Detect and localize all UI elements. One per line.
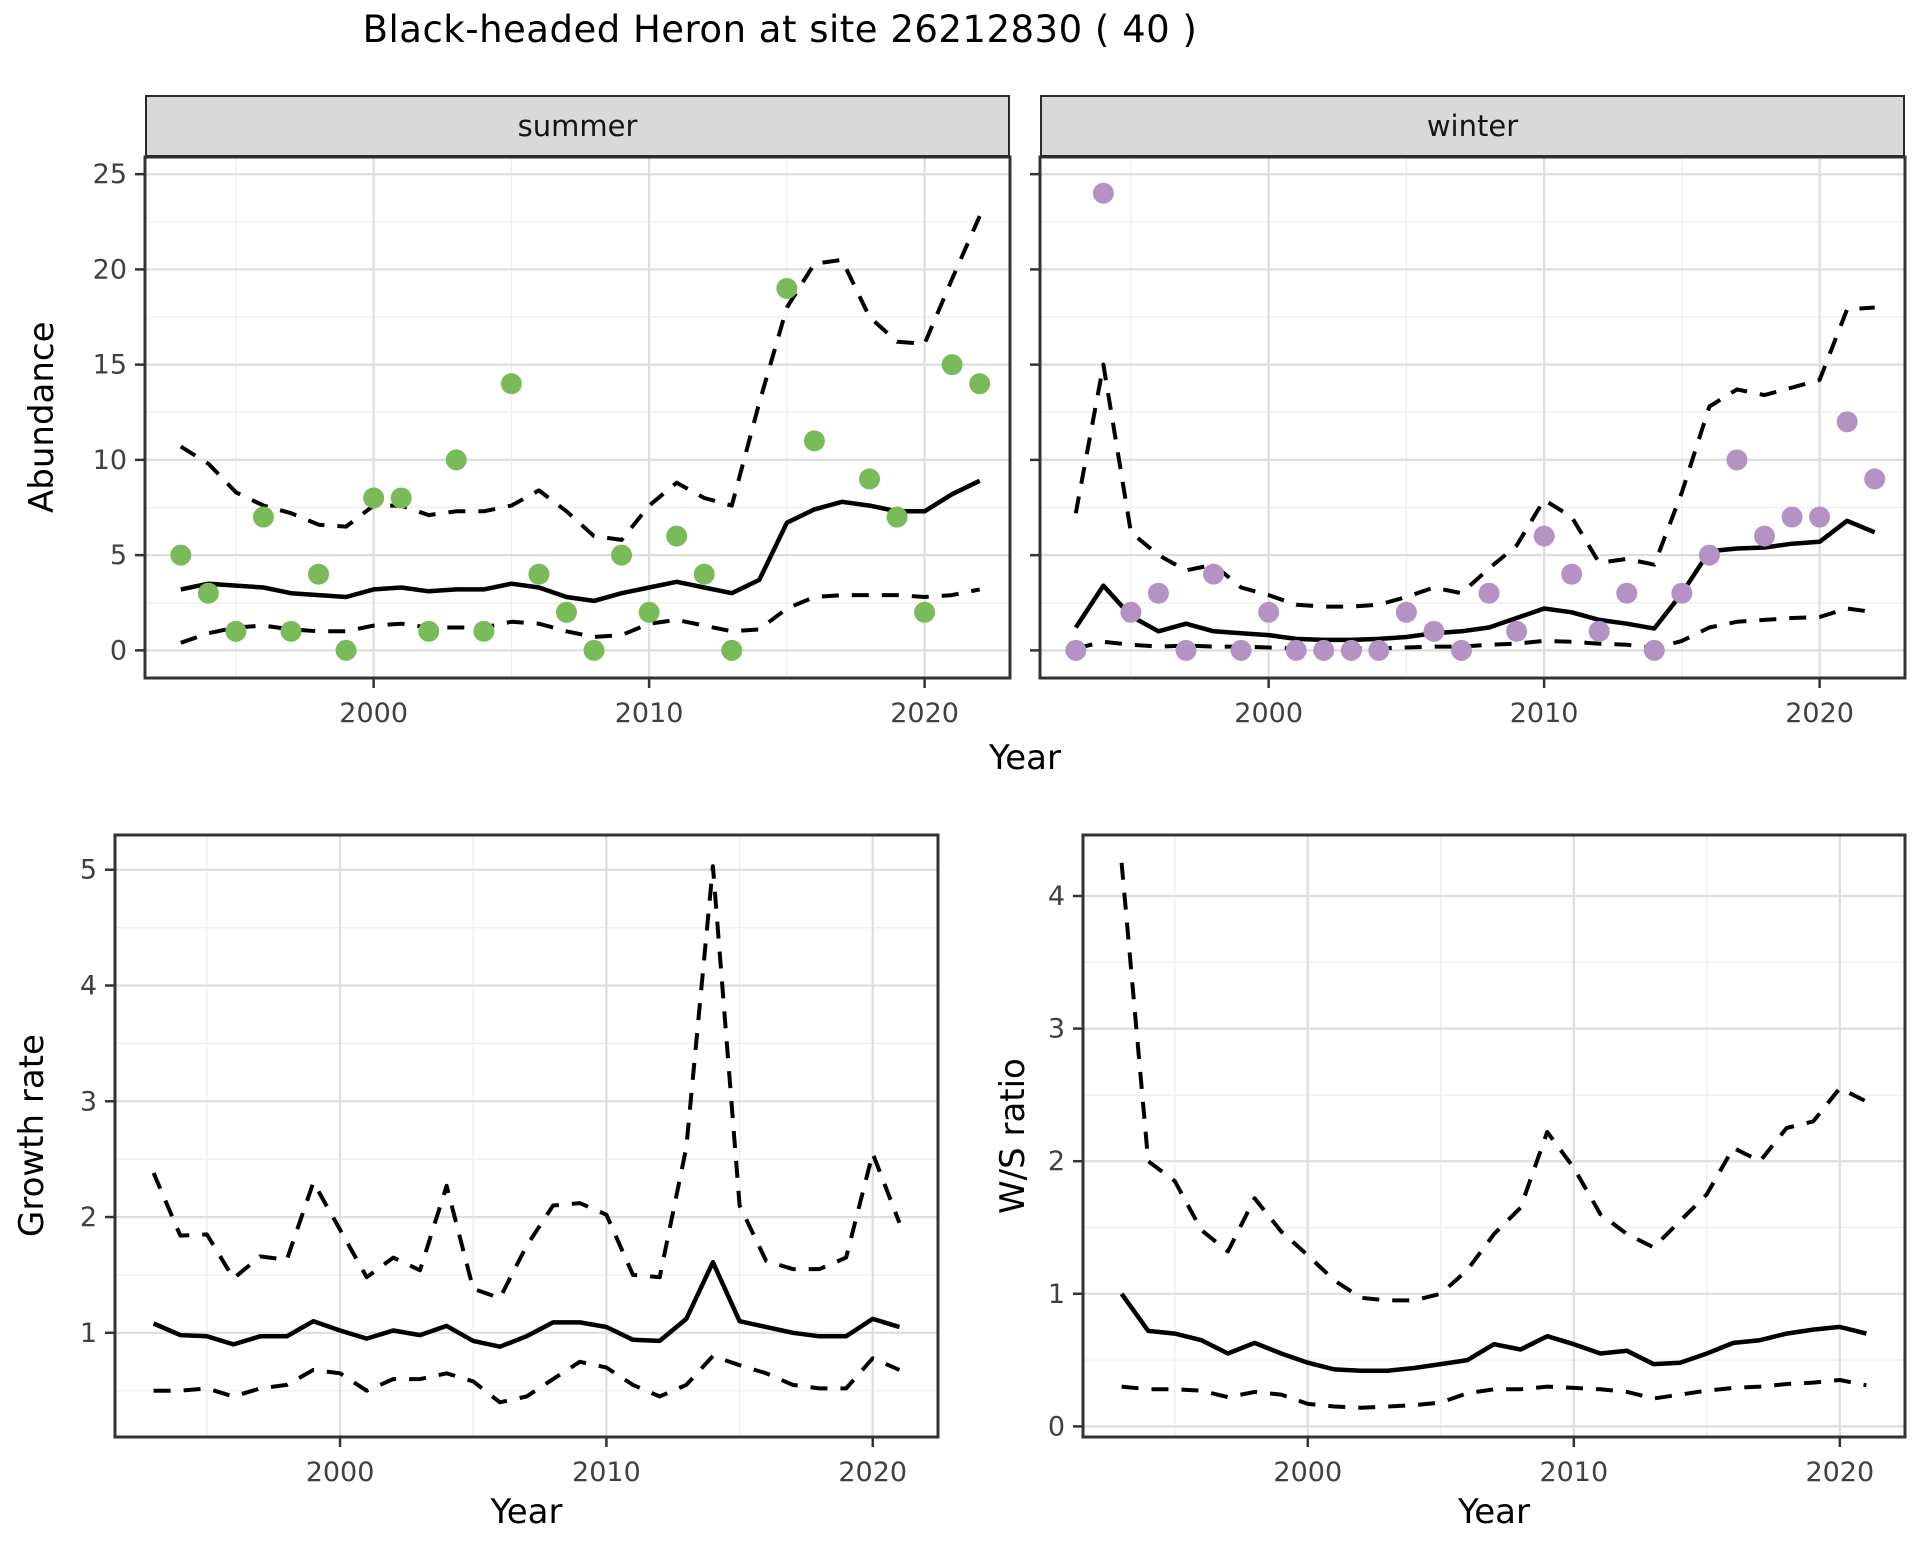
svg-text:2010: 2010 — [1539, 1457, 1608, 1488]
svg-text:4: 4 — [1048, 881, 1065, 912]
svg-text:2010: 2010 — [615, 698, 684, 729]
svg-text:2010: 2010 — [1510, 698, 1579, 729]
y-axis-title-abundance: Abundance — [22, 321, 62, 514]
svg-text:3: 3 — [80, 1086, 97, 1117]
facet-strip-winter: winter — [1040, 95, 1905, 157]
svg-text:2000: 2000 — [306, 1457, 375, 1488]
y-axis-title-growth-rate: Growth rate — [12, 1034, 52, 1238]
svg-text:4: 4 — [80, 971, 97, 1002]
svg-text:1: 1 — [1048, 1279, 1065, 1310]
facet-strip-summer-label: summer — [517, 109, 638, 143]
svg-text:0: 0 — [110, 635, 127, 666]
x-axis-title-year-bottom-right: Year — [1458, 1492, 1530, 1532]
svg-text:20: 20 — [93, 254, 127, 285]
svg-text:2020: 2020 — [838, 1457, 907, 1488]
chart-title: Black-headed Heron at site 26212830 ( 40… — [362, 8, 1198, 51]
svg-text:2000: 2000 — [339, 698, 408, 729]
svg-text:2: 2 — [80, 1202, 97, 1233]
svg-text:5: 5 — [80, 855, 97, 886]
svg-text:5: 5 — [110, 540, 127, 571]
svg-text:2020: 2020 — [890, 698, 959, 729]
svg-text:2020: 2020 — [1785, 698, 1854, 729]
facet-strip-summer: summer — [145, 95, 1010, 157]
y-axis-title-ws-ratio: W/S ratio — [993, 1058, 1033, 1214]
svg-text:2010: 2010 — [572, 1457, 641, 1488]
svg-text:25: 25 — [93, 159, 127, 190]
svg-text:2020: 2020 — [1805, 1457, 1874, 1488]
svg-text:3: 3 — [1048, 1014, 1065, 1045]
svg-text:2: 2 — [1048, 1146, 1065, 1177]
svg-text:1: 1 — [80, 1318, 97, 1349]
svg-text:2000: 2000 — [1234, 698, 1303, 729]
svg-text:15: 15 — [93, 350, 127, 381]
svg-text:10: 10 — [93, 445, 127, 476]
x-axis-title-year-bottom-left: Year — [490, 1492, 563, 1532]
facet-strip-winter-label: winter — [1426, 109, 1519, 143]
svg-text:0: 0 — [1048, 1411, 1065, 1442]
x-axis-title-year-top: Year — [989, 738, 1061, 778]
svg-text:2000: 2000 — [1273, 1457, 1342, 1488]
